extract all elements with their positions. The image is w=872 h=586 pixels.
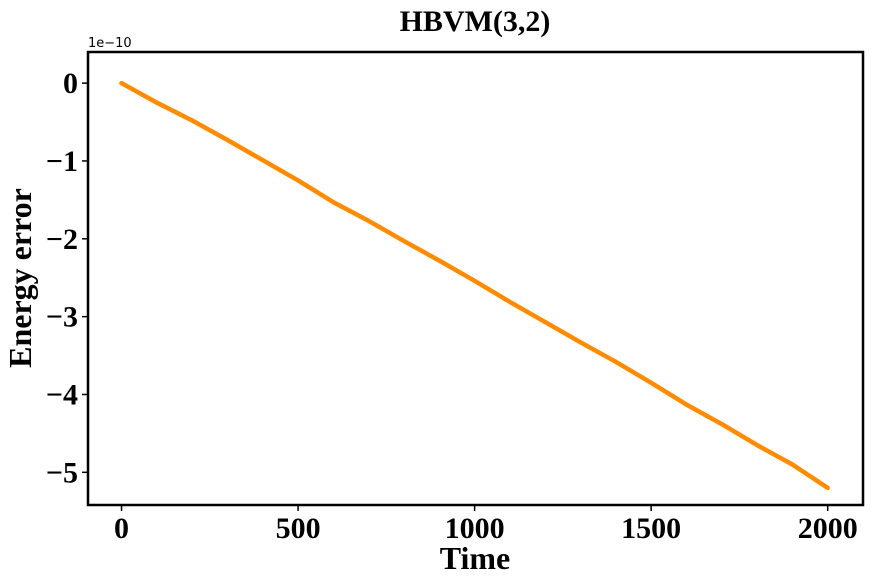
x-tick-label: 0 [114, 512, 129, 545]
y-tick-label: −1 [46, 145, 78, 178]
series-layer [119, 80, 830, 491]
y-tick-label: 0 [63, 67, 78, 100]
plot-frame [86, 50, 865, 507]
y-tick-label: −2 [46, 223, 78, 256]
x-tick-label: 1500 [621, 512, 681, 545]
x-tick-label: 2000 [798, 512, 858, 545]
energy-error-series-line [119, 80, 830, 491]
y-tick-label: −4 [46, 378, 78, 411]
x-axis-label: Time [440, 540, 511, 576]
y-axis-offset-label: 1e−10 [88, 36, 132, 51]
chart-title: HBVM(3,2) [400, 5, 551, 38]
ticks-layer: 0 500 1000 1500 2000 0 −1 −2 −3 −4 −5 [46, 67, 858, 545]
y-axis-label: Energy error [2, 188, 38, 368]
x-tick-label: 1000 [445, 512, 505, 545]
y-tick-label: −3 [46, 301, 78, 334]
x-tick-label: 500 [276, 512, 321, 545]
y-tick-label: −5 [46, 456, 78, 489]
